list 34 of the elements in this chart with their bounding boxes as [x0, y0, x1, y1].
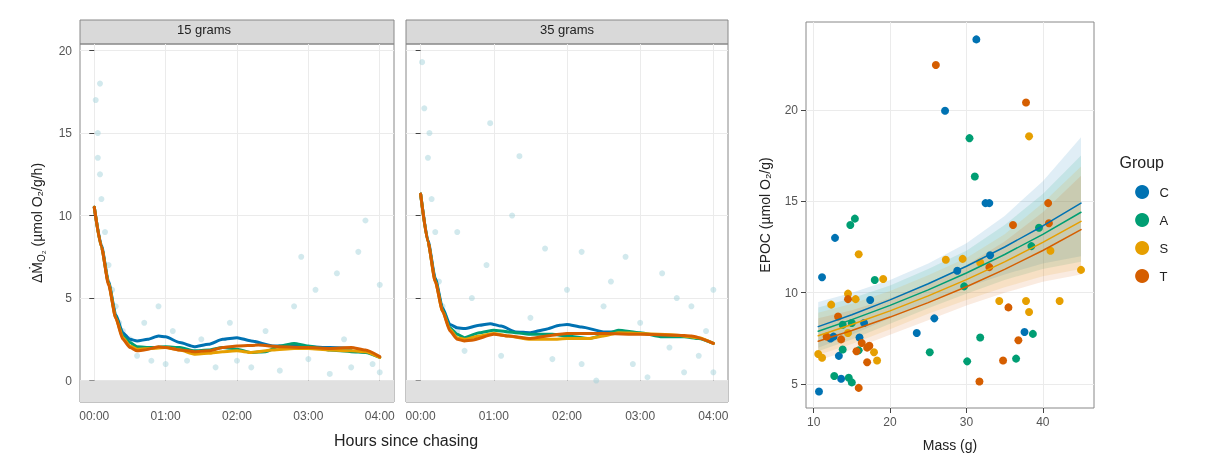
x-tick-label: 00:00: [79, 409, 110, 423]
y-axis-title: EPOC (µmol O₂/g): [757, 157, 773, 273]
legend-label: T: [1159, 268, 1168, 284]
y-tick-label: 20: [58, 43, 73, 58]
y-tick-label: 10: [784, 285, 799, 300]
y-tick-label: 5: [65, 291, 73, 306]
legend-label: S: [1159, 240, 1169, 256]
y-tick-label: 20: [784, 102, 799, 117]
y-tick-label: 10: [58, 208, 73, 223]
y-tick-label: 15: [58, 126, 73, 141]
y-axis-title: ΔṀO₂ (µmol O₂/g/h): [28, 162, 47, 284]
legend-title: Group: [1119, 153, 1165, 171]
x-tick-label: 01:00: [150, 409, 181, 423]
x-tick-label: 30: [959, 415, 974, 429]
x-tick-label: 03:00: [625, 409, 656, 423]
x-tick-label: 00:00: [405, 409, 436, 423]
x-tick-label: 40: [1036, 415, 1050, 429]
x-tick-label: 10: [806, 415, 821, 429]
y-tick-label: 5: [791, 377, 799, 392]
legend-label: C: [1159, 184, 1169, 200]
x-axis-title: Hours since chasing: [332, 432, 480, 450]
x-tick-label: 20: [883, 415, 898, 429]
x-axis-title: Mass (g): [922, 437, 978, 453]
x-tick-label: 04:00: [698, 409, 729, 423]
x-tick-label: 02:00: [221, 409, 253, 423]
x-tick-label: 04:00: [364, 409, 396, 423]
chart-title: 15 grams: [176, 22, 232, 37]
x-tick-label: 03:00: [293, 409, 324, 423]
x-tick-label: 02:00: [551, 409, 583, 423]
legend-label: A: [1159, 212, 1169, 228]
chart-title: 35 grams: [539, 22, 595, 37]
x-tick-label: 01:00: [478, 409, 510, 423]
y-tick-label: 0: [65, 373, 73, 388]
y-tick-label: 15: [784, 194, 799, 209]
